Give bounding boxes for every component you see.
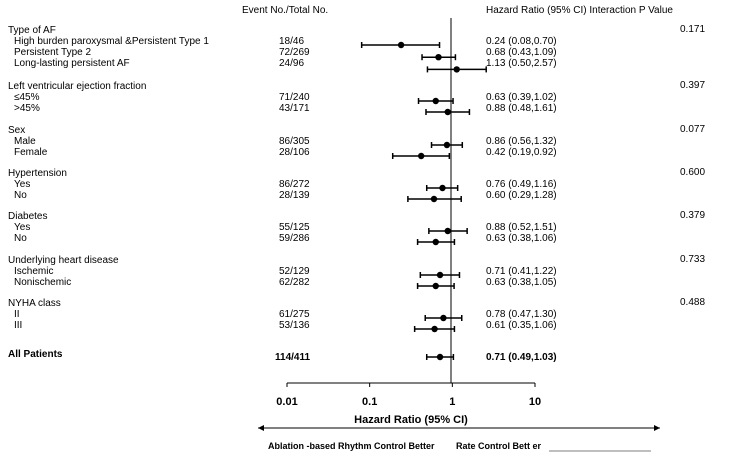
- row-events: 72/269: [279, 47, 310, 58]
- row-events: 61/275: [279, 309, 310, 320]
- events-column-header: Event No./Total No.: [242, 5, 328, 16]
- row-hr-text: 0.76 (0.49,1.16): [486, 179, 557, 190]
- row-events: 28/139: [279, 190, 310, 201]
- row-hr-text: 0.24 (0.08,0.70): [486, 36, 557, 47]
- row-hr-text: 0.78 (0.47,1.30): [486, 309, 557, 320]
- group-p-value: 0.171: [680, 24, 705, 35]
- row-label: >45%: [14, 103, 40, 114]
- group-label: Diabetes: [8, 211, 47, 222]
- row-label: III: [14, 320, 22, 331]
- direction-arrowhead-right: [654, 425, 660, 431]
- overall-hr-text: 0.71 (0.49,1.03): [486, 352, 557, 363]
- row-label: Male: [14, 136, 36, 147]
- group-p-value: 0.733: [680, 254, 705, 265]
- row-point: [453, 66, 460, 73]
- hr-column-header: Hazard Ratio (95% CI) Interaction P Valu…: [486, 5, 673, 16]
- row-point: [440, 314, 447, 322]
- row-point: [431, 325, 438, 333]
- row-hr-text: 0.88 (0.52,1.51): [486, 222, 557, 233]
- group-p-value: 0.397: [680, 80, 705, 91]
- row-label: No: [14, 190, 27, 201]
- x-tick-label: 10: [529, 396, 541, 408]
- overall-events: 114/411: [275, 352, 310, 363]
- row-point: [432, 97, 439, 105]
- row-label: High burden paroxysmal &Persistent Type …: [14, 36, 209, 47]
- row-point: [435, 54, 442, 61]
- row-events: 55/125: [279, 222, 310, 233]
- row-events: 59/286: [279, 233, 310, 244]
- row-point: [430, 195, 438, 203]
- row-hr-text: 0.71 (0.41,1.22): [486, 266, 557, 277]
- row-hr-text: 0.63 (0.39,1.02): [486, 92, 557, 103]
- x-axis-ticks: 0.01 0.1 1 10: [276, 383, 541, 408]
- direction-arrowhead-left: [258, 425, 264, 431]
- row-point: [444, 108, 451, 116]
- row-label: No: [14, 233, 27, 244]
- overall-label: All Patients: [8, 349, 63, 360]
- row-events: 28/106: [279, 147, 310, 158]
- row-point: [432, 282, 439, 290]
- row-events: 62/282: [279, 277, 310, 288]
- group-p-value: 0.077: [680, 124, 705, 135]
- forest-rows: Type of AF 0.171 High burden paroxysmal &P…: [8, 24, 705, 363]
- row-point: [444, 227, 451, 235]
- direction-right-label: Rate Control Bett er: [456, 441, 542, 451]
- row-events: 86/305: [279, 136, 310, 147]
- group-label: Underlying heart disease: [8, 255, 119, 266]
- row-label: Long-lasting persistent AF: [14, 58, 130, 69]
- row-events: 71/240: [279, 92, 310, 103]
- overall-point: [436, 353, 444, 361]
- row-label: Persistent Type 2: [14, 47, 92, 58]
- direction-left-label: Ablation -based Rhythm Control Better: [268, 441, 435, 451]
- group-label: NYHA class: [8, 298, 61, 309]
- row-label: Yes: [14, 222, 30, 233]
- row-point: [417, 152, 425, 160]
- row-hr-text: 0.63 (0.38,1.06): [486, 233, 557, 244]
- row-label: Yes: [14, 179, 30, 190]
- row-events: 52/129: [279, 266, 310, 277]
- row-point: [439, 184, 446, 192]
- row-hr-text: 0.42 (0.19,0.92): [486, 147, 557, 158]
- row-events: 24/96: [279, 58, 304, 69]
- row-point: [436, 271, 444, 279]
- row-hr-text: 1.13 (0.50,2.57): [486, 58, 557, 69]
- row-hr-text: 0.86 (0.56,1.32): [486, 136, 557, 147]
- x-tick-label: 0.01: [276, 396, 297, 408]
- row-point: [397, 41, 405, 49]
- group-label: Sex: [8, 125, 25, 136]
- row-hr-text: 0.61 (0.35,1.06): [486, 320, 557, 331]
- row-events: 43/171: [279, 103, 310, 114]
- row-events: 53/136: [279, 320, 310, 331]
- row-point: [443, 141, 451, 149]
- group-label: Hypertension: [8, 168, 67, 179]
- row-label: Ischemic: [14, 266, 53, 277]
- row-events: 86/272: [279, 179, 310, 190]
- row-hr-text: 0.63 (0.38,1.05): [486, 277, 557, 288]
- row-label: Female: [14, 147, 48, 158]
- row-label: ≤45%: [14, 92, 40, 103]
- x-tick-label: 1: [449, 396, 455, 408]
- group-p-value: 0.600: [680, 167, 705, 178]
- row-hr-text: 0.60 (0.29,1.28): [486, 190, 557, 201]
- group-label: Left ventricular ejection fraction: [8, 81, 146, 92]
- group-p-value: 0.379: [680, 210, 705, 221]
- row-point: [432, 238, 439, 246]
- group-p-value: 0.488: [680, 297, 705, 308]
- x-axis-label: Hazard Ratio (95% CI): [354, 414, 468, 426]
- row-hr-text: 0.68 (0.43,1.09): [486, 47, 557, 58]
- row-hr-text: 0.88 (0.48,1.61): [486, 103, 557, 114]
- x-tick-label: 0.1: [362, 396, 377, 408]
- row-label: II: [14, 309, 20, 320]
- row-label: Nonischemic: [14, 277, 71, 288]
- row-events: 18/46: [279, 36, 304, 47]
- group-label: Type of AF: [8, 25, 56, 36]
